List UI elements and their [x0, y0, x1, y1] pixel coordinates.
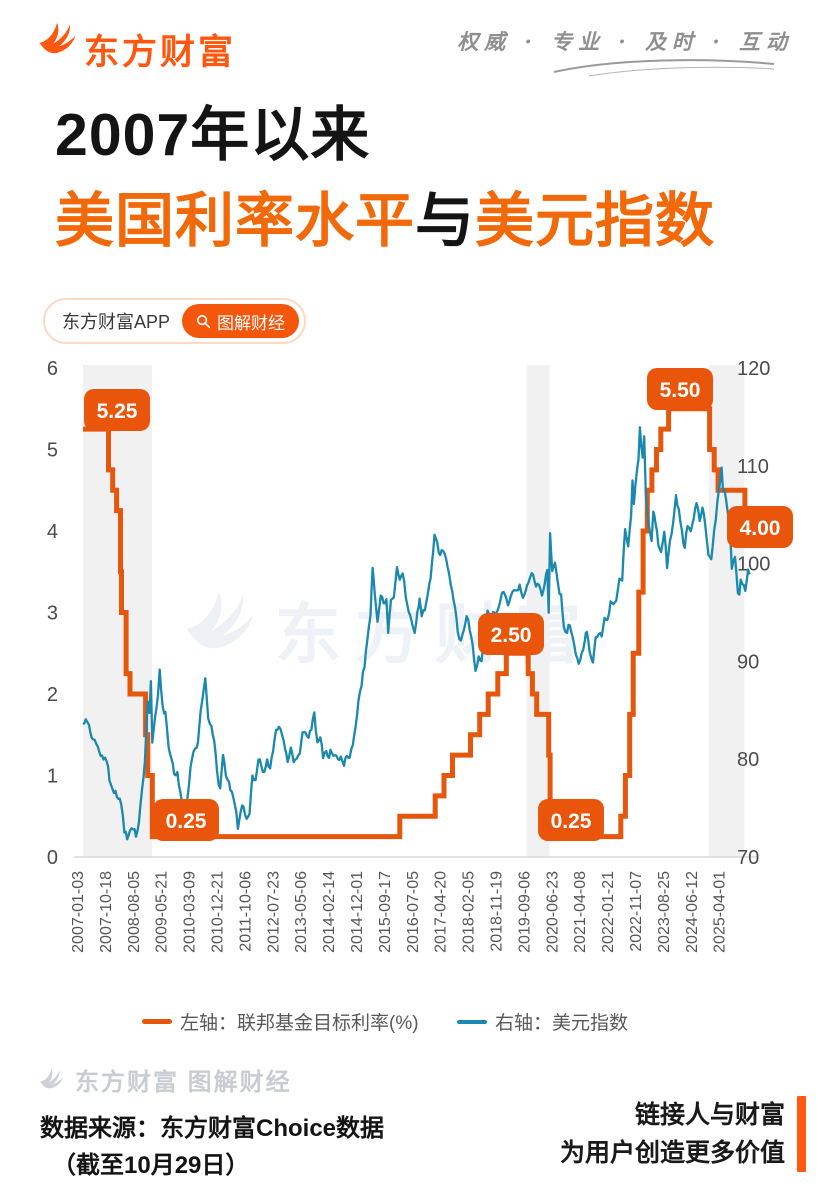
data-source-note: 数据来源：东方财富Choice数据 （截至10月29日） [40, 1110, 384, 1184]
right-axis-tick: 100 [737, 554, 770, 576]
data-source-line2: （截至10月29日） [52, 1152, 250, 1179]
title-line2-black: 与 [415, 188, 476, 254]
motto-text: 链接人与财富 为用户创造更多价值 [560, 1096, 785, 1172]
x-tick-label: 2022-01-21 [600, 871, 617, 953]
title-line2-orange1: 美国利率水平 [55, 188, 416, 254]
data-source-line1: 数据来源：东方财富Choice数据 [40, 1115, 385, 1142]
left-axis-tick: 1 [47, 766, 58, 788]
x-tick-label: 2008-08-05 [126, 871, 143, 953]
title-line2-orange2: 美元指数 [475, 188, 716, 254]
x-tick-label: 2007-01-03 [70, 871, 87, 953]
left-axis-tick: 5 [47, 440, 58, 462]
app-name-label: 东方财富APP [62, 312, 171, 332]
x-tick-label: 2024-06-12 [684, 871, 701, 953]
x-tick-label: 2012-07-23 [265, 871, 282, 953]
value-badge-label: 0.25 [551, 810, 592, 833]
brand-tagline: 权威 · 专业 · 及时 · 互动 [457, 29, 793, 54]
right-axis-tick: 70 [737, 847, 759, 869]
x-tick-label: 2007-10-18 [98, 871, 115, 953]
x-tick-label: 2021-04-08 [572, 871, 589, 953]
x-tick-label: 2009-05-21 [154, 871, 171, 953]
rate-legend-swatch [142, 1019, 172, 1024]
footer-brand-watermark: 东方财富 图解财经 [38, 1062, 292, 1097]
shaded-band [708, 365, 745, 857]
x-tick-label: 2016-07-05 [405, 871, 422, 953]
x-tick-label: 2011-10-06 [237, 871, 254, 952]
shaded-band [526, 365, 550, 857]
page-title: 2007年以来 美国利率水平与美元指数 [55, 92, 715, 264]
left-axis-tick: 6 [47, 358, 58, 380]
x-tick-label: 2010-12-21 [210, 871, 227, 953]
right-axis-tick: 80 [737, 749, 759, 771]
value-badge [647, 368, 713, 410]
value-badge [727, 506, 793, 548]
x-tick-label: 2019-09-06 [516, 871, 533, 953]
x-tick-label: 2018-02-05 [461, 871, 478, 953]
value-badge-label: 4.00 [740, 517, 781, 540]
dxy-legend-label: 右轴：美元指数 [495, 1013, 629, 1034]
dxy-legend-swatch [457, 1019, 487, 1024]
x-tick-label: 2020-06-23 [544, 871, 561, 953]
value-badge-label: 5.25 [97, 400, 138, 423]
eastmoney-gray-logo-icon [40, 1068, 64, 1088]
right-axis-tick: 90 [737, 651, 759, 673]
tujie-caijing-button[interactable]: 图解财经 [182, 304, 300, 338]
motto-line1: 链接人与财富 [634, 1101, 785, 1129]
rate-step-line [83, 406, 752, 840]
dual-axis-line-chart: 东方财富 0 1 2 3 4 5 6 70 80 90 100 110 120 2007-01-03 2007… [47, 358, 793, 953]
x-tick-label: 2018-11-19 [489, 871, 506, 952]
app-promo-pill: 东方财富APP 图解财经 [43, 298, 307, 344]
title-line2: 美国利率水平与美元指数 [55, 178, 715, 264]
rate-legend-label: 左轴：联邦基金目标利率(%) [180, 1013, 419, 1034]
eastmoney-logo-icon [39, 22, 76, 54]
right-axis-tick: 110 [737, 456, 769, 478]
value-badge-label: 2.50 [491, 624, 532, 647]
logo-text: 东方财富 [84, 33, 237, 72]
value-badge-label: 5.50 [660, 379, 701, 402]
x-tick-label: 2023-08-25 [656, 871, 673, 953]
value-badge [478, 613, 544, 655]
x-tick-label: 2025-04-01 [712, 871, 729, 953]
svg-text:东方财富: 东方财富 [275, 597, 595, 671]
value-badge [153, 799, 219, 841]
legend-item-dxy: 右轴：美元指数 [457, 1008, 628, 1035]
shaded-band [83, 365, 152, 857]
left-axis-tick: 2 [47, 684, 58, 706]
x-tick-label: 2014-02-14 [321, 871, 338, 953]
accent-bar [797, 1096, 806, 1172]
tujie-caijing-label: 图解财经 [217, 313, 286, 333]
search-icon [196, 314, 211, 328]
tagline-swoosh-decoration [553, 59, 775, 77]
right-axis-tick: 120 [737, 358, 770, 380]
footer-motto: 链接人与财富 为用户创造更多价值 [560, 1096, 806, 1172]
x-tick-label: 2013-05-06 [293, 871, 310, 953]
legend-item-rate: 左轴：联邦基金目标利率(%) [142, 1008, 419, 1035]
value-badge [84, 389, 150, 431]
left-axis-tick: 0 [47, 847, 58, 869]
footer-brand-text: 东方财富 图解财经 [75, 1069, 292, 1096]
dxy-line [82, 426, 751, 841]
x-tick-label: 2022-11-07 [628, 871, 645, 952]
x-tick-label: 2014-12-01 [349, 871, 366, 953]
left-axis-tick: 4 [47, 521, 58, 543]
title-line1: 2007年以来 [55, 102, 371, 168]
motto-line2: 为用户创造更多价值 [559, 1139, 785, 1167]
value-badge-label: 0.25 [166, 810, 207, 833]
value-badge [538, 799, 604, 841]
left-axis-tick: 3 [47, 603, 58, 625]
x-tick-label: 2010-03-09 [182, 871, 199, 953]
x-tick-label: 2015-09-17 [377, 871, 394, 953]
x-tick-label: 2017-04-20 [433, 871, 450, 953]
